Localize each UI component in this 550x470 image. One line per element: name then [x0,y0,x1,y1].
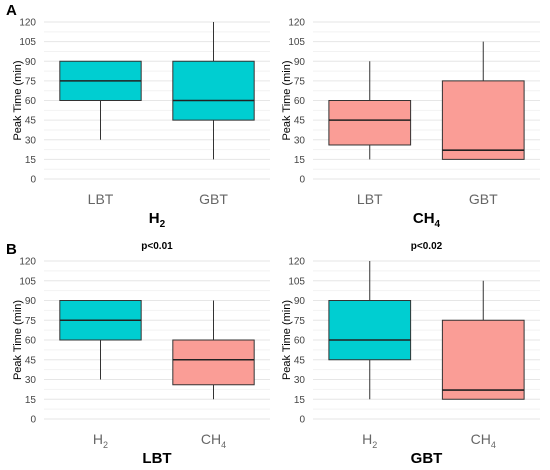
y-tick-label: 0 [299,175,305,186]
box-1 [59,300,142,380]
p-value-annotation: p<0.01 [141,241,173,252]
chart-1: 0 15 30 45 60 75 90 105 120 Peak Time (min) LBT GBT… [12,18,270,230]
box-1 [328,61,412,160]
y-tick-label: 30 [25,375,37,386]
panel-letter-a: A [6,2,17,19]
y-tick-label: 90 [294,296,306,307]
y-tick-label: 105 [288,276,305,287]
chart-2: 0 15 30 45 60 75 90 105 120 Peak Time (min) LBT GBT… [281,18,540,230]
box-iqr [441,80,525,160]
p-value-annotation: p<0.02 [411,241,443,252]
chart-title: LBT [142,450,171,467]
y-tick-label: 90 [25,296,37,307]
box-iqr [172,60,255,121]
y-tick-label: 0 [30,415,36,426]
y-tick-label: 120 [288,18,305,29]
y-tick-label: 15 [25,155,37,166]
box-iqr [328,100,412,146]
box-1 [328,261,412,400]
y-tick-label: 15 [294,155,306,166]
chart-title: H2 [149,210,166,230]
y-axis-label: Peak Time (min) [12,300,24,380]
y-tick-label: 60 [294,336,306,347]
box-iqr [328,300,412,361]
x-category-label: LBT [88,191,114,207]
x-category-label: CH4 [201,431,226,450]
y-tick-label: 30 [294,375,306,386]
box-2 [441,280,525,400]
chart-title: GBT [411,450,443,467]
x-category-label: H2 [362,431,377,450]
y-tick-label: 75 [25,316,37,327]
box-iqr [172,339,255,386]
y-axis-label: Peak Time (min) [281,60,293,140]
y-tick-label: 60 [294,96,306,107]
box-2 [172,300,255,400]
y-axis-label: Peak Time (min) [281,300,293,380]
y-tick-label: 120 [19,18,36,29]
box-2 [441,41,525,160]
x-category-label: H2 [93,431,108,450]
x-category-label: GBT [469,191,498,207]
y-tick-label: 90 [294,57,306,68]
y-tick-label: 45 [25,116,37,127]
y-tick-label: 75 [294,76,306,87]
y-tick-label: 15 [25,395,37,406]
box-iqr [441,319,525,400]
y-tick-label: 90 [25,57,37,68]
y-tick-label: 0 [299,415,305,426]
y-tick-label: 120 [288,257,305,268]
y-tick-label: 105 [19,276,36,287]
box-1 [59,60,142,140]
chart-4: 0 15 30 45 60 75 90 105 120 Peak Time (min) H2 CH4 G… [281,241,540,467]
x-category-label: GBT [199,191,228,207]
y-tick-label: 105 [288,37,305,48]
y-tick-label: 45 [25,355,37,366]
y-tick-label: 105 [19,37,36,48]
y-tick-label: 60 [25,336,37,347]
y-tick-label: 30 [294,135,306,146]
y-tick-label: 75 [25,76,37,87]
panel-letter-b: B [6,241,17,258]
y-tick-label: 120 [19,257,36,268]
y-tick-label: 45 [294,116,306,127]
y-axis-label: Peak Time (min) [12,60,24,140]
x-category-label: LBT [357,191,383,207]
charts-layer: 0 15 30 45 60 75 90 105 120 Peak Time (min) LBT GBT… [12,18,540,467]
chart-3: 0 15 30 45 60 75 90 105 120 Peak Time (min) H2 CH4 L… [12,241,270,467]
y-tick-label: 60 [25,96,37,107]
x-category-label: CH4 [471,431,496,450]
y-tick-label: 45 [294,355,306,366]
y-tick-label: 30 [25,135,37,146]
y-tick-label: 75 [294,316,306,327]
y-tick-label: 0 [30,175,36,186]
y-tick-label: 15 [294,395,306,406]
chart-title: CH4 [413,210,441,230]
box-2 [172,22,255,160]
